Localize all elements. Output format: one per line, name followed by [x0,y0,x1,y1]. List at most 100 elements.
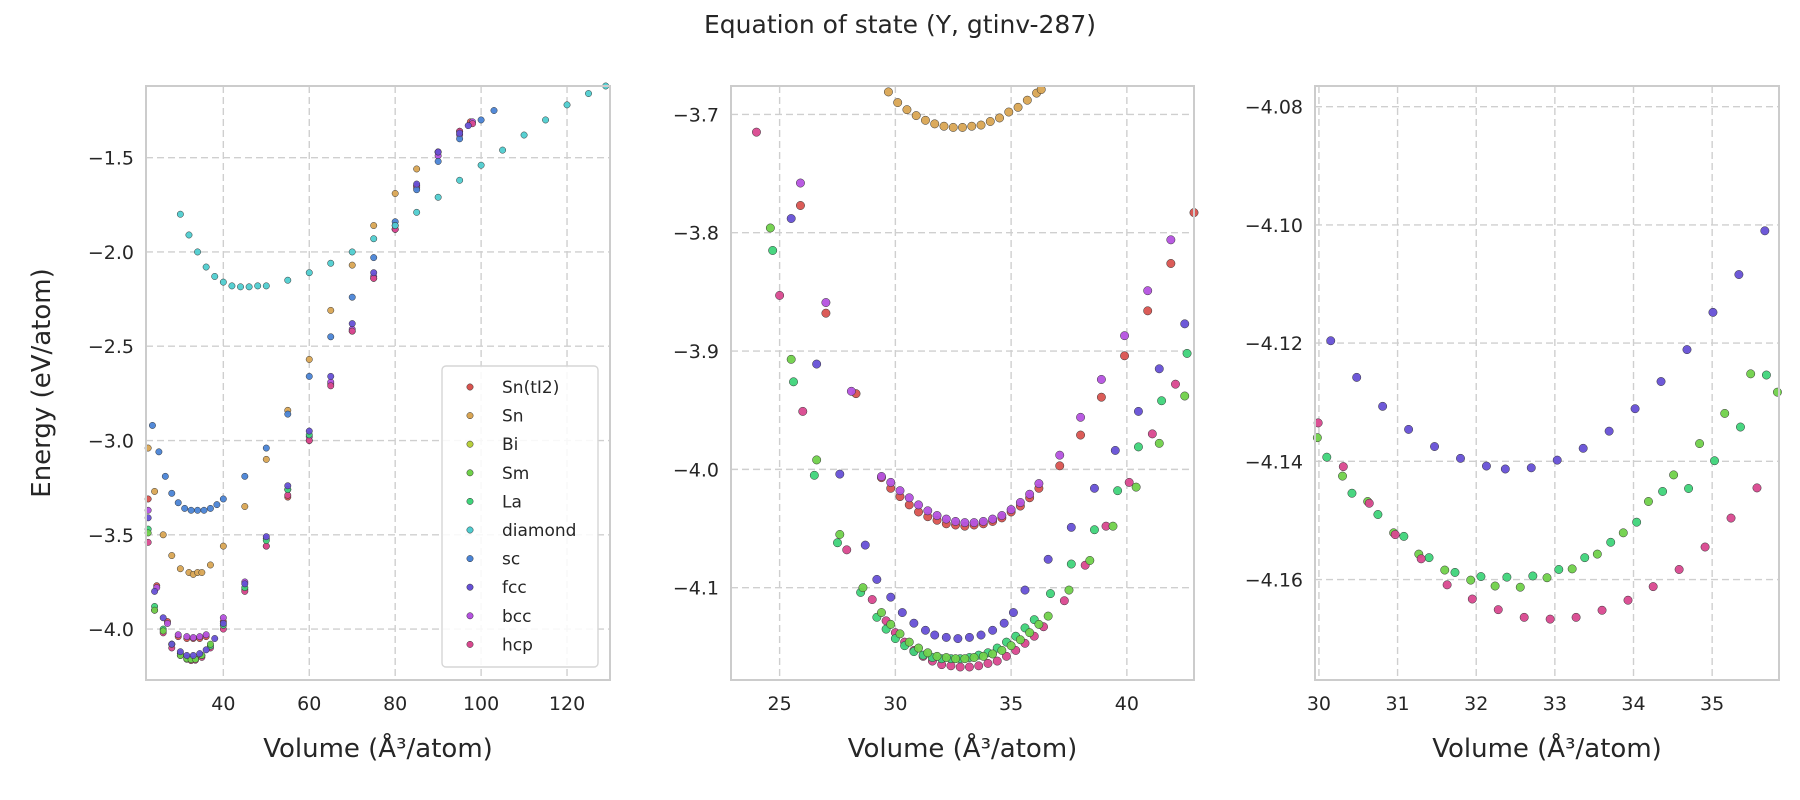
legend-marker [466,640,474,648]
panel-2-point-sn-ti2- [1143,306,1153,316]
panel-2-point-sm [1108,521,1118,531]
panel-2-point-fcc [786,214,796,223]
panel-2-point-sn-ti2- [796,201,805,210]
panel-2-point-fcc [1020,585,1030,595]
panel-2-point-sm [765,223,775,233]
panel-3-point-fcc [1708,307,1718,317]
panel-2-point-bcc [796,178,805,188]
panel-3-x-tick-label: 30 [1307,693,1331,715]
panel-2-point-sn-ti2- [1166,259,1176,268]
panel-1-y-axis-label: Energy (eV/atom) [27,268,57,497]
panel-2-point-sm [914,643,923,653]
panel-2-point-fcc [1090,483,1099,493]
panel-2-y-tick-label: −4.0 [673,459,719,481]
panel-1-point-bcc [164,619,171,627]
panel-1-point-sc [174,499,182,507]
panel-1-point-diamond [176,210,184,218]
panel-2-point-la [1157,396,1167,406]
panel-3-point-sm [1542,573,1552,583]
panel-3-point-fcc [1456,453,1465,463]
panel-3-x-tick-label: 31 [1385,693,1409,715]
panel-3-point-fcc [1326,336,1336,346]
panel-2-point-fcc [897,608,907,618]
panel-2-background [731,86,1194,680]
panel-2-y-tick-label: −3.9 [673,341,719,363]
panel-1-x-tick-label: 120 [549,693,585,715]
panel-1-point-diamond [194,248,202,256]
panel-3-point-fcc [1500,464,1510,474]
panel-1-point-fcc [284,482,292,490]
panel-1-point-sc [206,504,214,512]
panel-3-point-hcp [1416,554,1426,564]
panel-1-point-sn [348,261,356,269]
legend-marker [466,497,474,505]
panel-3-point-hcp [1364,498,1374,508]
panel-2-point-sn [893,98,903,108]
panel-3-point-la [1684,484,1694,493]
panel-1-point-sn [198,569,206,576]
panel-2-point-sm [786,354,796,364]
panel-3-point-sm [1618,528,1628,538]
legend-label: hcp [502,635,533,655]
panel-2-point-fcc [1133,406,1143,416]
panel-2-point-sm [835,530,845,539]
panel-1-point-bcc [189,634,197,642]
panel-2-point-fcc [1066,522,1076,532]
panel-2-point-bcc [988,514,998,524]
legend-label: La [502,492,522,512]
panel-2-point-sn [948,122,958,132]
panel-3-point-sm [1466,575,1476,585]
panel-1-point-sc [348,293,356,301]
panel-1-point-sc [194,506,202,514]
panel-3-point-hcp [1648,582,1658,592]
panel-2-point-sm [1006,641,1016,651]
panel-2-point-bcc [1034,479,1044,489]
panel-1-point-sn [168,552,176,559]
legend-box [441,365,599,668]
panel-2-point-bcc [895,486,905,496]
panel-1-point-diamond [211,273,219,280]
panel-2-point-la [1113,486,1123,496]
panel-2-point-hcp [1124,477,1134,487]
panel-3-point-hcp [1467,594,1477,604]
panel-3-point-fcc [1630,404,1640,414]
panel-1-frame [145,85,611,681]
panel-3-x-tick-label: 35 [1700,693,1724,715]
panel-2-point-fcc [1008,608,1018,618]
panel-2-point-bcc [1025,489,1035,499]
panel-3-point-la [1502,572,1512,582]
panel-1-point-diamond [585,90,592,97]
legend-label: Bi [502,435,518,455]
panel-1-point-sn [176,565,184,573]
panel-2-point-fcc [886,592,896,602]
panel-1-point-fcc [189,652,197,659]
panel-2-point-bcc [904,493,914,503]
panel-1-point-fcc [196,650,204,658]
panel-1-point-diamond [237,283,244,291]
panel-2-point-la [809,470,819,480]
panel-1-x-axis-label: Volume (Å³/atom) [263,732,493,764]
panel-2-point-sm [1043,611,1053,621]
panel-2-point-sn [958,122,967,132]
panel-2-point-bcc [1143,286,1153,296]
panel-2-point-sn [976,120,986,130]
panel-2-point-fcc [921,625,930,635]
legend-marker [466,383,474,391]
panel-1-point-diamond [391,222,399,229]
legend-marker [466,583,474,591]
panel-1-point-sn [413,165,421,173]
panel-3-point-hcp [1571,612,1581,622]
panel-3-background [1315,86,1779,680]
panel-3-point-sm [1772,387,1782,397]
panel-1-y-tick-label: −4.0 [88,619,134,641]
panel-1-x-tick-label: 40 [211,693,235,715]
panel-2-point-fcc [930,630,940,640]
panel-1-point-bcc [202,631,210,639]
panel-3-point-la [1632,517,1642,527]
panel-2-point-fcc [1110,445,1120,455]
panel-3-y-tick-label: −4.14 [1245,451,1303,473]
panel-2-y-tick-label: −3.8 [673,223,719,245]
panel-3-point-la [1554,565,1564,574]
panel-3-point-la [1710,456,1719,466]
panel-2-point-sn-ti2- [1096,392,1106,402]
